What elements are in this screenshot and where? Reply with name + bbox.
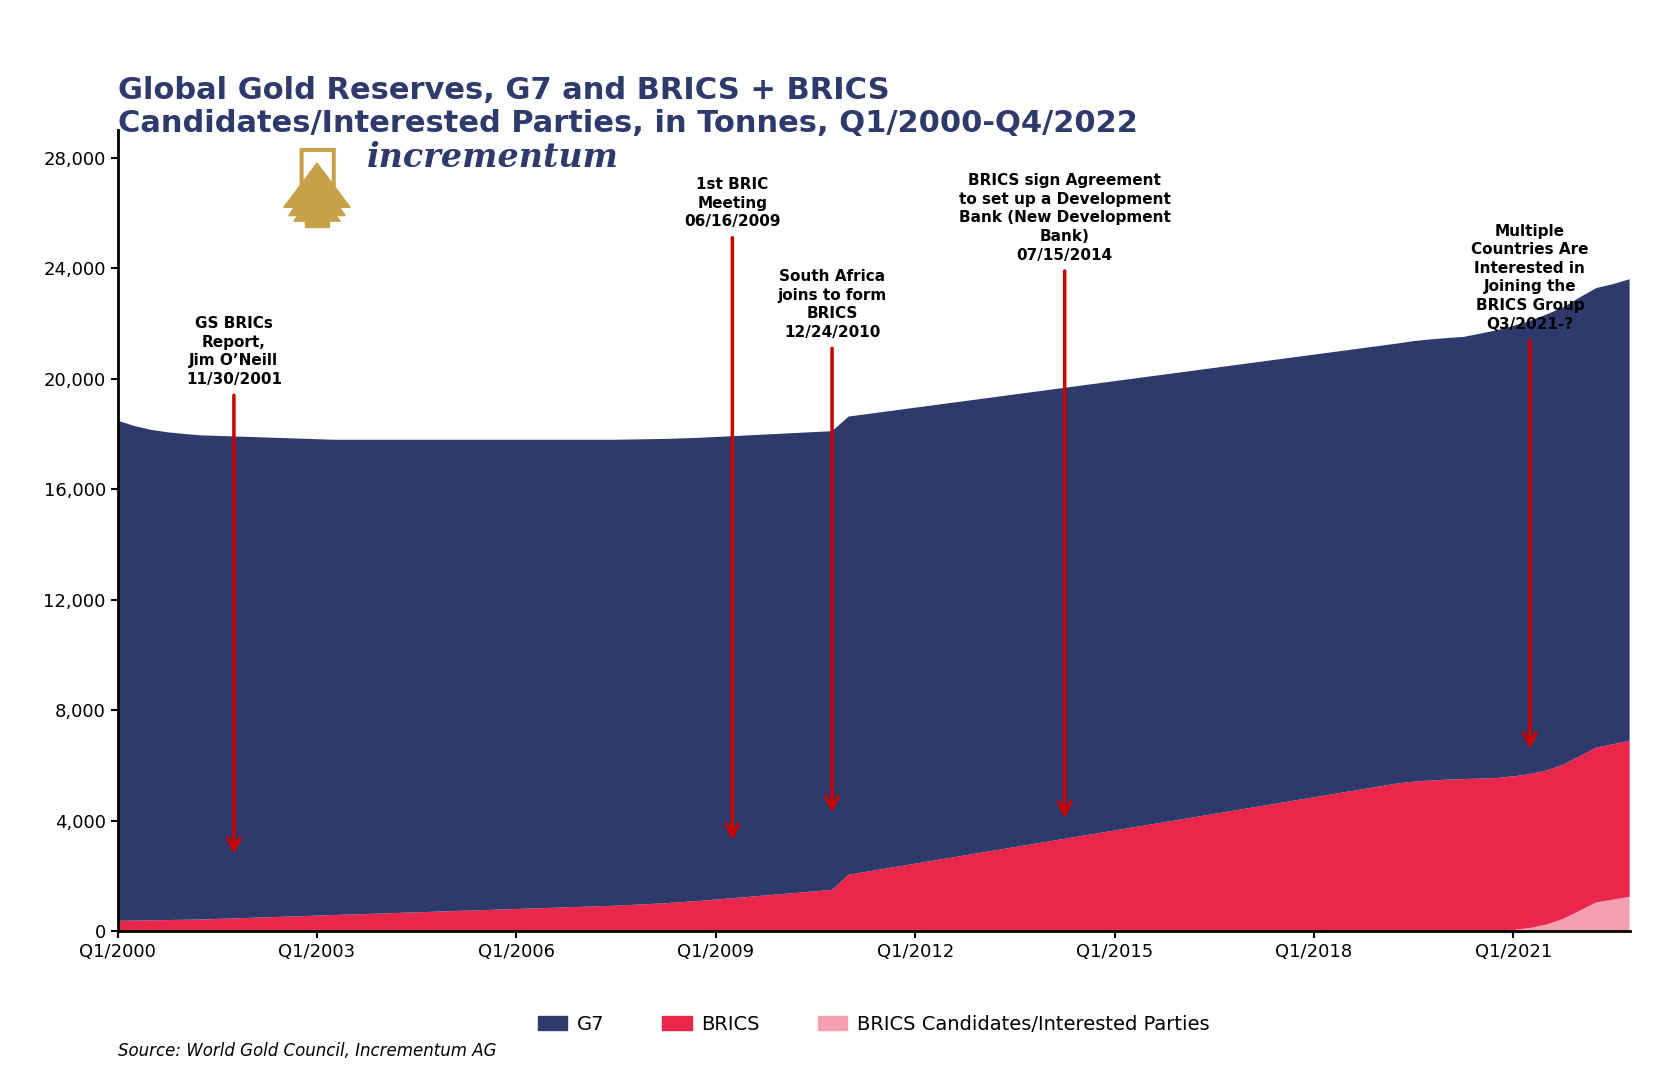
Text: Multiple
Countries Are
Interested in
Joining the
BRICS Group
Q3/2021-?: Multiple Countries Are Interested in Joi… [1472,224,1589,331]
Polygon shape [289,174,344,216]
Text: incrementum: incrementum [366,141,618,174]
Text: South Africa
joins to form
BRICS
12/24/2010: South Africa joins to form BRICS 12/24/2… [778,270,887,340]
Text: BRICS sign Agreement
to set up a Development
Bank (New Development
Bank)
07/15/2: BRICS sign Agreement to set up a Develop… [959,173,1171,262]
Polygon shape [284,164,349,207]
Legend: G7, BRICS, BRICS Candidates/Interested Parties: G7, BRICS, BRICS Candidates/Interested P… [529,1007,1218,1042]
Text: Global Gold Reserves, G7 and BRICS + BRICS
Candidates/Interested Parties, in Ton: Global Gold Reserves, G7 and BRICS + BRI… [118,76,1137,139]
Bar [306,205,329,226]
Text: Source: World Gold Council, Incrementum AG: Source: World Gold Council, Incrementum … [118,1042,496,1060]
Text: GS BRICs
Report,
Jim O’Neill
11/30/2001: GS BRICs Report, Jim O’Neill 11/30/2001 [186,316,282,387]
Text: 1st BRIC
Meeting
06/16/2009: 1st BRIC Meeting 06/16/2009 [684,178,781,230]
Text: 🌳: 🌳 [296,145,339,214]
Polygon shape [294,191,341,221]
